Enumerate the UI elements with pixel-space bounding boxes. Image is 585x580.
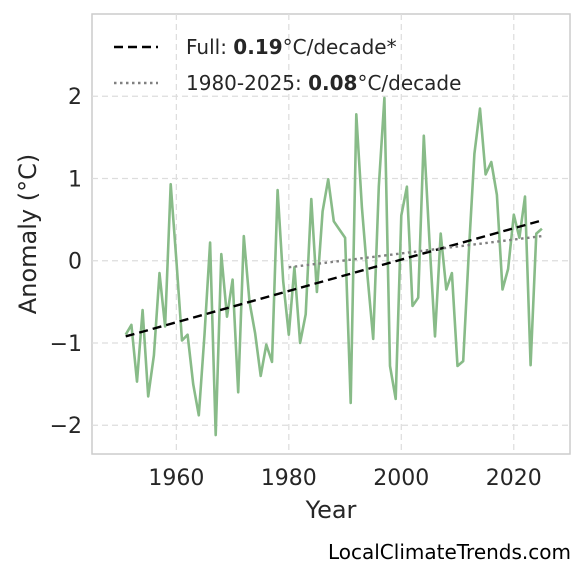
plot-frame — [91, 13, 571, 455]
x-tick-label: 1960 — [148, 466, 204, 491]
series-layer — [124, 96, 543, 437]
x-tick-label: 2000 — [373, 466, 429, 491]
legend-recent-value: 0.08 — [308, 71, 357, 95]
legend-recent-prefix: 1980-2025: — [186, 71, 308, 95]
ticks: 1960 1980 2000 2020 −2 −1 0 1 2 — [50, 85, 542, 491]
x-axis-label: Year — [305, 496, 357, 524]
series-line-solid — [124, 96, 543, 437]
x-tick-label: 2020 — [486, 466, 542, 491]
legend-recent-suffix: °C/decade — [357, 71, 461, 95]
legend-recent-entry: 1980-2025: 0.08°C/decade — [186, 71, 461, 95]
legend-full-value: 0.19 — [233, 35, 282, 59]
x-tick-label: 1980 — [261, 466, 317, 491]
legend-full-suffix: °C/decade* — [283, 35, 397, 59]
source-credit: LocalClimateTrends.com — [327, 540, 571, 564]
y-axis-label: Anomaly (°C) — [14, 154, 42, 314]
legend: Full: 0.19°C/decade* 1980-2025: 0.08°C/d… — [114, 35, 461, 95]
y-tick-label: 1 — [68, 167, 82, 192]
series-line-dotted — [288, 234, 543, 269]
series-line-dashed — [125, 219, 543, 338]
legend-full-entry: Full: 0.19°C/decade* — [186, 35, 397, 59]
legend-full-prefix: Full: — [186, 35, 233, 59]
y-tick-label: −2 — [50, 414, 82, 439]
y-tick-label: −1 — [50, 332, 82, 357]
y-tick-label: 0 — [68, 250, 82, 275]
y-tick-label: 2 — [68, 85, 82, 110]
